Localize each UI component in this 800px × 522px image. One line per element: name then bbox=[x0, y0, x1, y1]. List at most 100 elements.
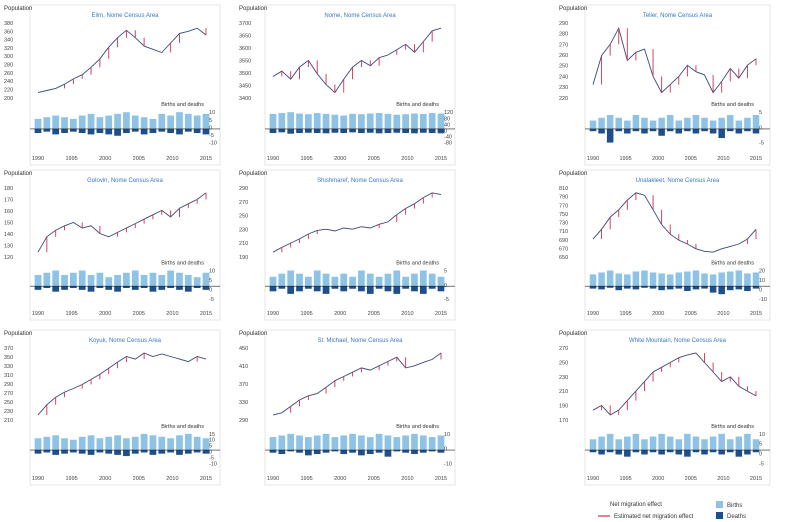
x-tick-label: 2015 bbox=[435, 156, 447, 162]
panel-title: Nome, Nome Census Area bbox=[324, 13, 396, 19]
x-tick-label: 2010 bbox=[166, 311, 178, 317]
x-tick-label: 2005 bbox=[133, 311, 145, 317]
deaths-bar bbox=[340, 450, 348, 455]
deaths-bar bbox=[428, 286, 436, 289]
deaths-bar bbox=[402, 128, 409, 134]
x-tick-label: 1990 bbox=[587, 156, 599, 162]
deaths-bar bbox=[278, 450, 286, 455]
births-bar bbox=[140, 433, 148, 451]
y-axis-label: Population bbox=[559, 171, 587, 177]
births-bar bbox=[52, 115, 60, 129]
births-bar bbox=[411, 113, 418, 129]
x-tick-label: 2010 bbox=[401, 156, 413, 162]
bd-tick-label: 0 bbox=[444, 128, 447, 134]
y-tick-label: 150 bbox=[4, 221, 13, 227]
deaths-bar bbox=[149, 286, 157, 292]
y-tick-label: 250 bbox=[4, 400, 13, 406]
x-tick-label: 2000 bbox=[652, 156, 664, 162]
births-bar bbox=[140, 117, 148, 129]
x-tick-label: 2015 bbox=[750, 311, 762, 317]
y-tick-label: 230 bbox=[4, 409, 13, 415]
births-bar bbox=[666, 274, 674, 287]
births-bar bbox=[411, 273, 418, 287]
births-bar bbox=[287, 270, 295, 287]
births-bar bbox=[149, 272, 157, 287]
births-bar bbox=[193, 115, 201, 129]
deaths-bar bbox=[193, 450, 201, 453]
births-bar bbox=[419, 270, 427, 287]
births-bar bbox=[437, 435, 445, 451]
births-deaths-label: Births and deaths bbox=[161, 102, 204, 108]
births-bar bbox=[287, 112, 295, 129]
births-bar bbox=[114, 113, 121, 129]
deaths-bar bbox=[184, 286, 192, 292]
panel-frame bbox=[264, 329, 456, 486]
deaths-bar bbox=[322, 128, 330, 134]
deaths-bar bbox=[658, 286, 665, 291]
births-bar bbox=[70, 118, 77, 129]
births-bar bbox=[718, 117, 725, 129]
births-bar bbox=[744, 273, 751, 287]
deaths-bar bbox=[43, 128, 51, 132]
x-tick-label: 1995 bbox=[65, 156, 77, 162]
births-bar bbox=[34, 438, 42, 451]
births-bar bbox=[366, 273, 374, 287]
deaths-bar bbox=[140, 286, 148, 289]
bd-tick-label: 5 bbox=[759, 110, 762, 116]
deaths-bar bbox=[269, 128, 277, 134]
deaths-bar bbox=[131, 450, 139, 454]
x-tick-label: 2015 bbox=[750, 156, 762, 162]
births-bar bbox=[402, 435, 409, 451]
bd-tick-label: 5 bbox=[444, 269, 447, 275]
x-tick-label: 2005 bbox=[685, 311, 697, 317]
y-tick-label: 270 bbox=[239, 200, 248, 206]
deaths-bar bbox=[411, 128, 418, 134]
y-tick-label: 3600 bbox=[239, 46, 251, 52]
births-bar bbox=[278, 273, 286, 287]
x-tick-label: 1990 bbox=[267, 156, 279, 162]
x-tick-label: 2000 bbox=[334, 476, 346, 482]
deaths-bar bbox=[87, 450, 95, 455]
births-bar bbox=[411, 433, 418, 451]
deaths-bar bbox=[744, 128, 751, 132]
births-bar bbox=[131, 270, 139, 287]
deaths-bar bbox=[349, 286, 356, 289]
y-tick-label: 210 bbox=[559, 389, 568, 395]
x-tick-label: 1995 bbox=[619, 476, 631, 482]
deaths-bar bbox=[70, 450, 77, 453]
deaths-bar bbox=[615, 128, 622, 132]
x-tick-label: 2005 bbox=[368, 156, 380, 162]
births-bar bbox=[692, 114, 700, 129]
births-bar bbox=[269, 437, 277, 451]
deaths-bar bbox=[684, 450, 691, 457]
y-tick-label: 790 bbox=[559, 195, 568, 201]
x-tick-label: 2010 bbox=[166, 156, 178, 162]
births-bar bbox=[666, 114, 674, 129]
deaths-bar bbox=[149, 450, 157, 455]
deaths-bar bbox=[87, 128, 95, 135]
bd-tick-label: 40 bbox=[444, 122, 450, 128]
bd-tick-label: -10 bbox=[209, 141, 217, 147]
y-tick-label: 370 bbox=[239, 382, 248, 388]
x-tick-label: 2010 bbox=[717, 156, 729, 162]
x-tick-label: 2000 bbox=[99, 476, 111, 482]
panel-frame bbox=[29, 329, 221, 486]
births-bar bbox=[358, 435, 365, 451]
x-tick-label: 2005 bbox=[368, 476, 380, 482]
births-bar bbox=[649, 272, 657, 287]
y-axis-label: Population bbox=[4, 331, 32, 337]
deaths-bar bbox=[692, 286, 700, 290]
births-bar bbox=[684, 433, 691, 451]
y-axis-label: Population bbox=[239, 331, 267, 337]
births-bar bbox=[735, 436, 743, 451]
deaths-bar bbox=[176, 128, 183, 135]
deaths-bar bbox=[158, 128, 166, 132]
x-tick-label: 1990 bbox=[587, 311, 599, 317]
legend-title: Net migration effect bbox=[610, 502, 662, 508]
births-bar bbox=[615, 273, 622, 287]
population-line bbox=[592, 26, 757, 94]
deaths-bar bbox=[167, 450, 174, 453]
deaths-bar bbox=[349, 450, 356, 453]
births-bar bbox=[366, 437, 374, 451]
births-bar bbox=[269, 113, 277, 129]
